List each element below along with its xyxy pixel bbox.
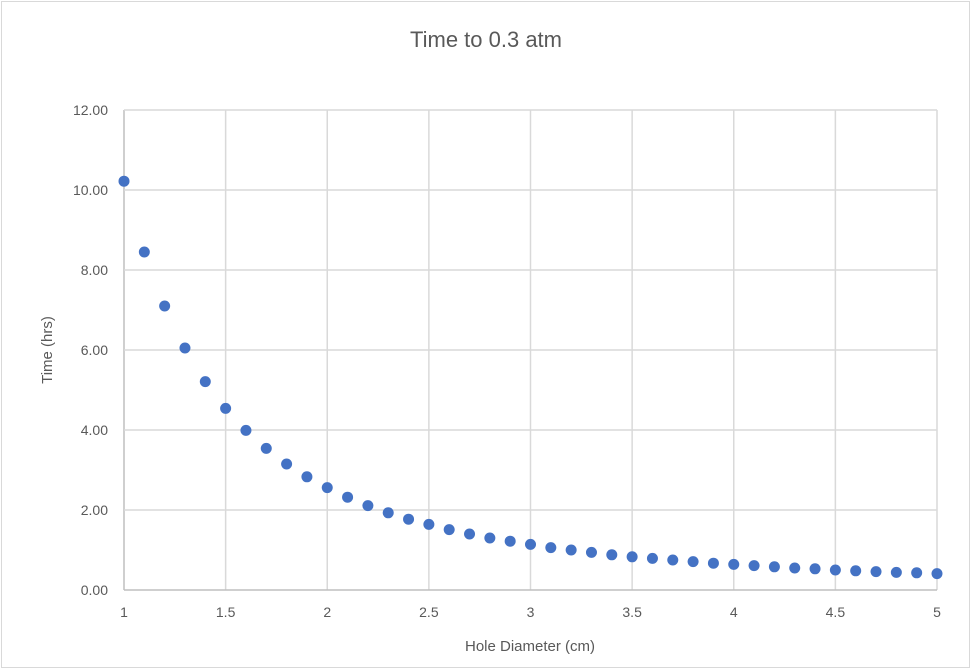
y-tick-label: 6.00 (81, 342, 108, 358)
data-point (809, 563, 821, 575)
y-tick-label: 0.00 (81, 582, 108, 598)
data-point (911, 567, 923, 579)
x-tick-label: 4 (730, 604, 738, 620)
data-point (484, 532, 496, 544)
data-point (707, 557, 719, 569)
data-point (748, 560, 760, 572)
data-point (464, 528, 476, 540)
data-points (118, 175, 943, 580)
data-point (179, 342, 191, 354)
data-point (260, 442, 272, 454)
data-point (728, 558, 740, 570)
x-tick-label: 1.5 (216, 604, 236, 620)
y-axis-label: Time (hrs) (39, 316, 56, 384)
data-point (850, 565, 862, 577)
data-point (362, 500, 374, 512)
data-point (199, 376, 211, 388)
data-point (931, 568, 943, 580)
data-point (626, 551, 638, 563)
data-point (342, 491, 354, 503)
data-point (789, 562, 801, 574)
chart-title: Time to 0.3 atm (410, 27, 562, 52)
x-tick-label: 1 (120, 604, 128, 620)
data-point (281, 458, 293, 470)
data-point (220, 402, 232, 414)
data-point (382, 507, 394, 519)
x-tick-label: 4.5 (826, 604, 846, 620)
x-tick-label: 2 (323, 604, 331, 620)
data-point (504, 535, 516, 547)
data-point (118, 175, 130, 187)
gridlines (123, 109, 938, 591)
data-point (138, 246, 150, 258)
y-tick-labels: 0.00 2.00 4.00 6.00 8.00 10.00 12.00 (73, 102, 108, 598)
data-point (240, 424, 252, 436)
y-tick-label: 2.00 (81, 502, 108, 518)
data-point (687, 556, 699, 568)
y-tick-label: 4.00 (81, 422, 108, 438)
data-point (423, 518, 435, 530)
data-point (565, 544, 577, 556)
data-point (321, 482, 333, 494)
data-point (646, 552, 658, 564)
data-point (525, 538, 536, 550)
x-tick-label: 5 (933, 604, 941, 620)
x-tick-label: 3 (527, 604, 535, 620)
y-tick-label: 10.00 (73, 182, 108, 198)
y-tick-label: 8.00 (81, 262, 108, 278)
x-tick-labels: 1 1.5 2 2.5 3 3.5 4 4.5 5 (120, 604, 941, 620)
data-point (768, 561, 780, 573)
data-point (585, 546, 597, 558)
y-tick-label: 12.00 (73, 102, 108, 118)
x-tick-label: 2.5 (419, 604, 439, 620)
data-point (829, 564, 841, 576)
data-point (870, 566, 882, 578)
data-point (403, 513, 415, 525)
data-point (667, 554, 679, 566)
data-point (159, 300, 171, 312)
data-point (443, 524, 455, 536)
data-point (301, 471, 313, 483)
data-point (890, 566, 902, 578)
x-axis-label: Hole Diameter (cm) (465, 638, 595, 655)
x-tick-label: 3.5 (622, 604, 642, 620)
data-point (606, 549, 618, 561)
data-point (545, 542, 557, 554)
